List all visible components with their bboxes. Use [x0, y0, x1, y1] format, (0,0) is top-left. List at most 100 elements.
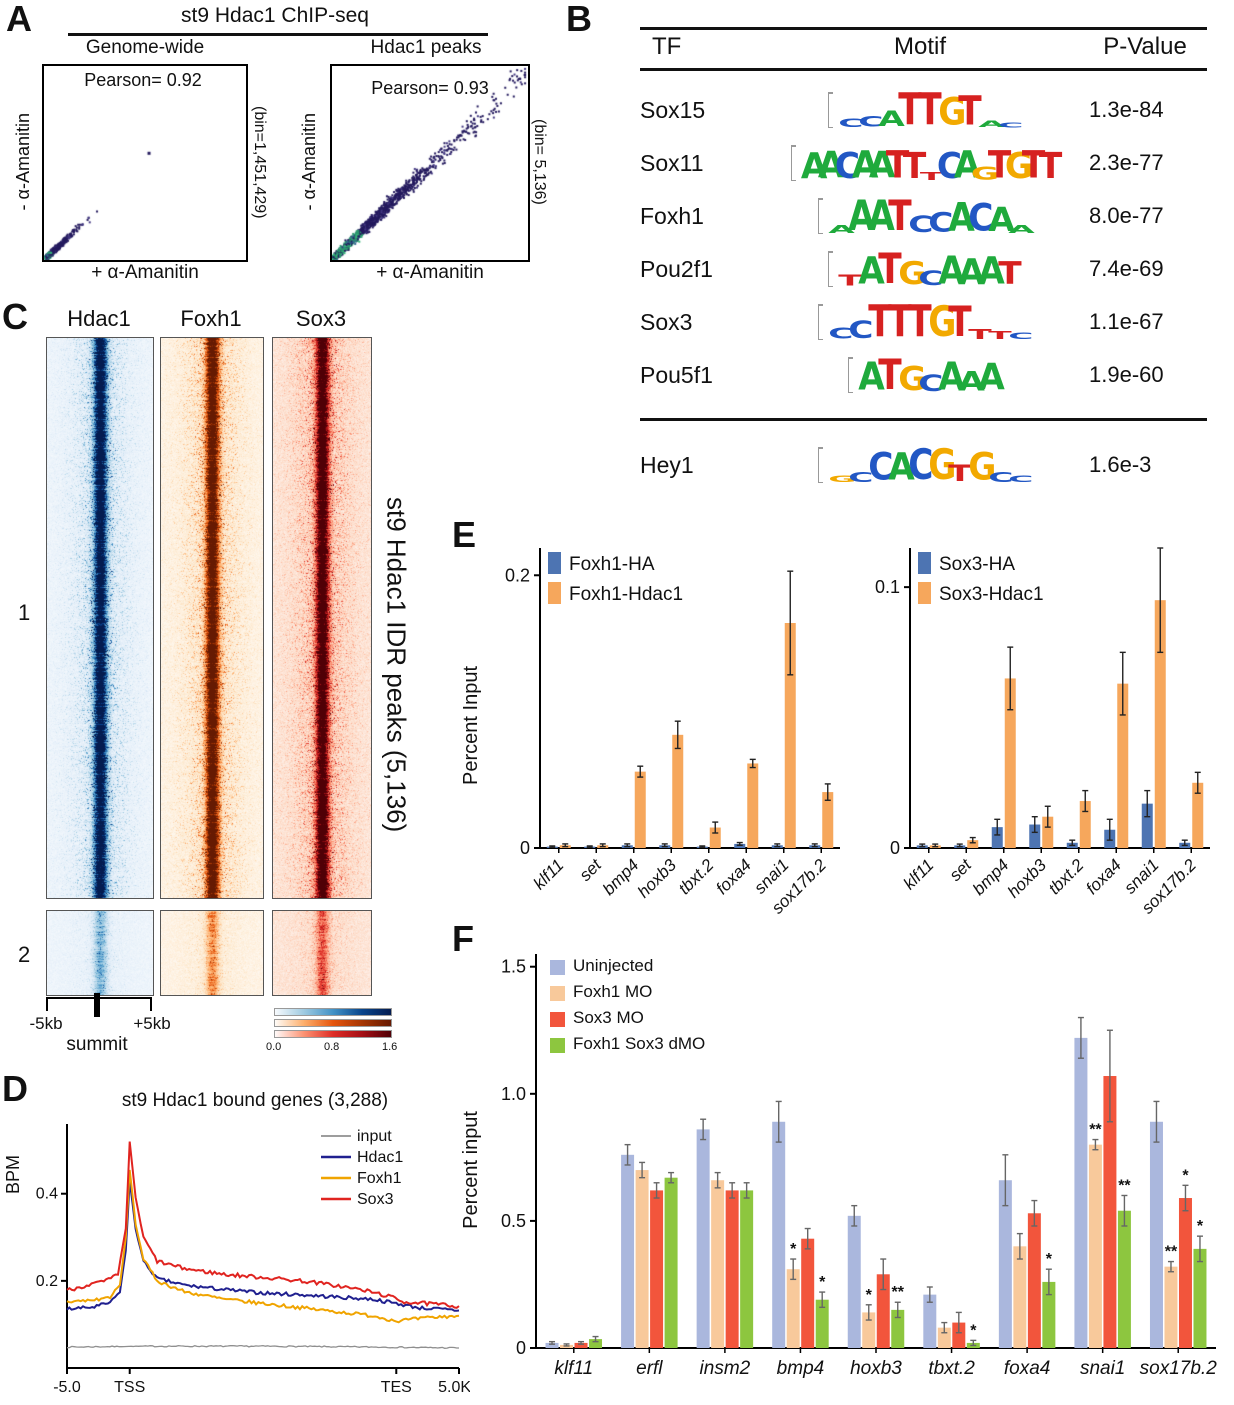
svg-text:hoxb3: hoxb3: [850, 1358, 902, 1379]
scatter-plot-hdac1-peaks: [330, 64, 530, 262]
logo-letter: C: [918, 371, 944, 397]
svg-text:0.4: 0.4: [36, 1186, 58, 1203]
logo-axis-icon: [828, 92, 833, 128]
logo-letter: A: [948, 194, 975, 241]
pearson-label-left: Pearson= 0.92: [84, 70, 202, 90]
svg-text:Hdac1: Hdac1: [357, 1149, 403, 1166]
logo-axis-icon: [828, 251, 833, 287]
motif-pvalue: 1.6e-3: [1089, 452, 1152, 477]
panel-letter-d: D: [2, 1068, 28, 1109]
panel-letter-a: A: [6, 0, 32, 39]
logo-letter: C: [828, 324, 854, 343]
logo-letter: A: [978, 249, 1005, 293]
logo-letter: A: [868, 144, 895, 187]
logo-letter: A: [858, 249, 885, 293]
logo-letter: A: [848, 192, 875, 241]
metagene-title: st9 Hdac1 bound genes (3,288): [121, 1090, 389, 1111]
heatmap-sox3-cluster1: [272, 337, 372, 899]
logo-axis-icon: [818, 447, 823, 483]
tf-name: Pou5f1: [640, 362, 713, 388]
motif-row: Sox11 A A C A A T T T C A G T G T T 2.3e-77: [640, 133, 1207, 186]
logo-letter: T: [958, 87, 982, 135]
morpholino-chart-ylabel: Percent input: [459, 1111, 482, 1229]
logo-letter: A: [851, 143, 878, 187]
svg-text:1.0: 1.0: [501, 1084, 526, 1104]
logo-axis-icon: [848, 357, 853, 393]
heatmap-side-label: st9 Hdac1 IDR peaks (5,136): [381, 497, 412, 833]
svg-text:0.1: 0.1: [875, 577, 900, 597]
svg-text:**: **: [1118, 1177, 1131, 1194]
tf-name: Sox15: [640, 97, 706, 123]
logo-letter: T: [988, 329, 1012, 342]
svg-text:*: *: [866, 1287, 873, 1304]
logo-letter: C: [868, 445, 894, 489]
motif-table-header-rule: [640, 68, 1207, 71]
svg-text:Foxh1 MO: Foxh1 MO: [573, 982, 652, 1001]
logo-letter: T: [948, 461, 972, 487]
scatter-left-xlabel: + α-Amanitin: [91, 262, 199, 283]
svg-text:**: **: [1089, 1122, 1102, 1139]
logo-letter: A: [858, 354, 885, 400]
motif-table-separator: [640, 418, 1207, 421]
svg-text:klf11: klf11: [554, 1358, 593, 1379]
svg-text:**: **: [1165, 1244, 1178, 1261]
svg-text:Sox3 MO: Sox3 MO: [573, 1008, 644, 1027]
svg-text:bmp4: bmp4: [599, 855, 643, 899]
logo-letter: G: [898, 360, 927, 399]
svg-text:insm2: insm2: [700, 1358, 751, 1379]
logo-letter: G: [928, 298, 957, 347]
pearson-label-right: Pearson= 0.93: [371, 78, 489, 98]
logo-letter: G: [898, 256, 927, 292]
svg-text:**: **: [892, 1284, 905, 1301]
panel-a-title-rule: [68, 33, 488, 36]
svg-text:klf11: klf11: [900, 855, 938, 893]
heatmap-hdac1-cluster2: [46, 910, 154, 996]
heatmap-foxh1-cluster1: [160, 337, 264, 899]
svg-text:*: *: [819, 1274, 826, 1291]
svg-text:Foxh1-Hdac1: Foxh1-Hdac1: [569, 584, 683, 605]
logo-letter: T: [902, 145, 926, 187]
logo-letter: A: [978, 119, 1005, 130]
svg-text:Foxh1-HA: Foxh1-HA: [569, 554, 655, 575]
cluster-label-1: 1: [18, 600, 31, 625]
svg-text:hoxb3: hoxb3: [634, 855, 681, 902]
svg-text:tbxt.2: tbxt.2: [1045, 855, 1088, 898]
svg-text:Foxh1: Foxh1: [357, 1170, 402, 1187]
svg-text:foxa4: foxa4: [1004, 1358, 1050, 1379]
motif-row: Sox15 C C A T T G T A C 1.3e-84: [640, 80, 1207, 133]
motif-header-tf: TF: [652, 33, 682, 60]
tf-name: Hey1: [640, 452, 694, 478]
logo-letter: A: [868, 192, 895, 241]
logo-letter: G: [968, 445, 997, 489]
tf-name: Foxh1: [640, 203, 704, 229]
motif-row: Pou2f1 T A T G C A A A T 7.4e-69: [640, 239, 1207, 292]
colorbar-blue: [274, 1008, 392, 1016]
logo-axis-icon: [790, 145, 796, 181]
logo-axis-icon: [818, 304, 823, 340]
logo-letter: C: [834, 145, 860, 187]
svg-text:5.0Kb: 5.0Kb: [438, 1379, 470, 1396]
logo-letter: T: [918, 84, 942, 135]
logo-letter: A: [1008, 223, 1035, 236]
colorbar-tick-0: 0.0: [266, 1041, 282, 1053]
logo-letter: C: [858, 113, 884, 131]
logo-letter: G: [938, 90, 967, 134]
motif-header-motif: Motif: [893, 33, 946, 60]
logo-letter: C: [848, 469, 874, 486]
motif-pvalue: 1.9e-60: [1089, 362, 1164, 387]
panel-letter-e: E: [452, 514, 477, 555]
svg-text:snai1: snai1: [1080, 1358, 1125, 1379]
logo-letter: T: [1038, 145, 1062, 187]
bin-count-left: (bin=1,451,429): [251, 105, 268, 219]
logo-letter: T: [987, 143, 1011, 187]
logo-letter: T: [878, 245, 902, 294]
svg-text:*: *: [970, 1322, 977, 1339]
heatmap-xtick-summit: summit: [66, 1034, 128, 1055]
logo-letter: C: [998, 121, 1024, 130]
